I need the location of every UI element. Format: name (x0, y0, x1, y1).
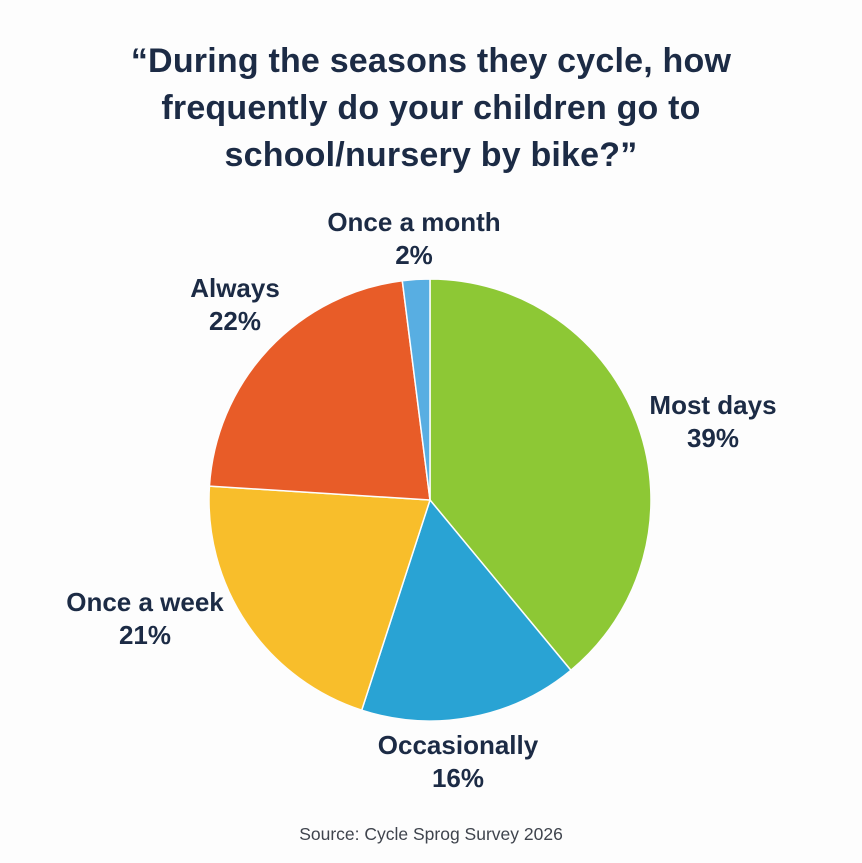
slice-label-percent: 21% (118, 620, 172, 650)
pie-slice-most-days (429, 278, 652, 672)
pie-chart (208, 278, 652, 722)
slice-label-most-days: Most days 39% (649, 389, 776, 455)
pie-chart-area (205, 275, 655, 725)
slice-label-always: Always 22% (190, 272, 280, 338)
slice-label-percent: 16% (431, 763, 485, 793)
slice-label-once-a-month: Once a month 2% (327, 206, 500, 272)
slice-label-text: Occasionally (377, 730, 539, 760)
chart-title: “During the seasons they cycle, how freq… (51, 38, 811, 179)
slice-label-occasionally: Occasionally 16% (378, 729, 538, 795)
pie-slice-once-a-week (208, 485, 431, 711)
slice-label-text: Most days (649, 390, 777, 420)
slice-label-text: Once a month (327, 207, 501, 237)
slice-label-percent: 22% (208, 306, 262, 336)
source-note: Source: Cycle Sprog Survey 2026 (299, 824, 563, 844)
slice-label-once-a-week: Once a week 21% (66, 586, 224, 652)
pie-slice-always (208, 279, 431, 501)
chart-title-line-2: frequently do your children go to (161, 89, 701, 127)
pie-slice-once-a-month (401, 278, 431, 501)
slice-label-text: Once a week (66, 587, 224, 617)
chart-title-line-3: school/nursery by bike?” (224, 136, 638, 174)
slice-label-text: Always (190, 273, 280, 303)
chart-title-line-1: “During the seasons they cycle, how (130, 42, 732, 80)
pie-slice-occasionally (360, 499, 572, 722)
slice-label-percent: 39% (686, 423, 740, 453)
slice-label-percent: 2% (395, 240, 433, 270)
